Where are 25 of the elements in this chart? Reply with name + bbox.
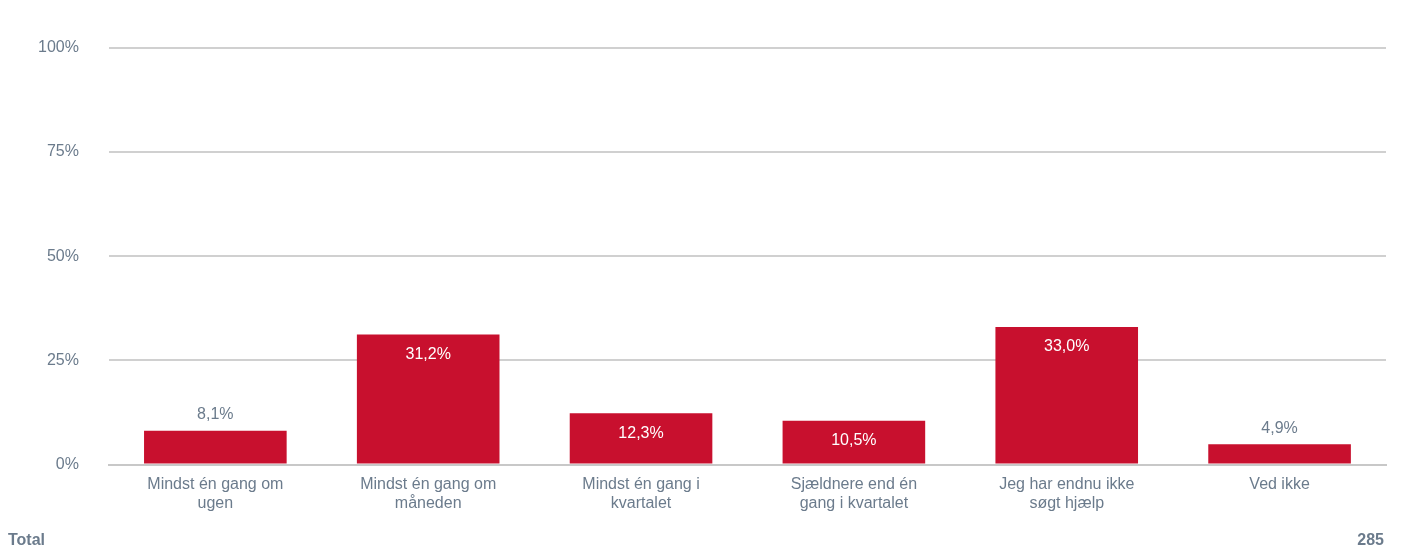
y-tick-label: 25%	[46, 350, 79, 368]
bar	[995, 326, 1139, 464]
text: 285	[1357, 531, 1384, 549]
data-label: 31,2%	[405, 344, 451, 362]
y-tick-label: 50%	[46, 246, 79, 264]
y-tick-label: 0%	[55, 455, 79, 473]
x-tick-label: Mindst én gang i kvartalet	[582, 474, 700, 511]
bar	[569, 413, 713, 464]
y-tick-label: 75%	[46, 142, 79, 160]
x-tick-label: Sjældnere end én gang i kvartalet	[790, 474, 918, 511]
bar	[144, 430, 287, 464]
x-tick-label: Mindst én gang om måneden	[360, 474, 497, 511]
bar	[356, 334, 500, 464]
x-tick-label: Mindst én gang om ugen	[147, 474, 284, 511]
data-label: 4,9%	[1261, 418, 1298, 436]
x-tick-label: Jeg har endnu ikke søgt hjælp	[999, 474, 1135, 511]
data-label: 10,5%	[831, 431, 877, 449]
data-label: 33,0%	[1044, 337, 1090, 355]
bar	[782, 420, 926, 464]
text: Total	[8, 531, 46, 549]
x-tick-label: Ved ikke	[1249, 474, 1310, 492]
data-label: 8,1%	[197, 405, 234, 423]
y-tick-label: 100%	[38, 38, 79, 56]
data-label: 12,3%	[618, 423, 664, 441]
bar	[1208, 444, 1351, 464]
